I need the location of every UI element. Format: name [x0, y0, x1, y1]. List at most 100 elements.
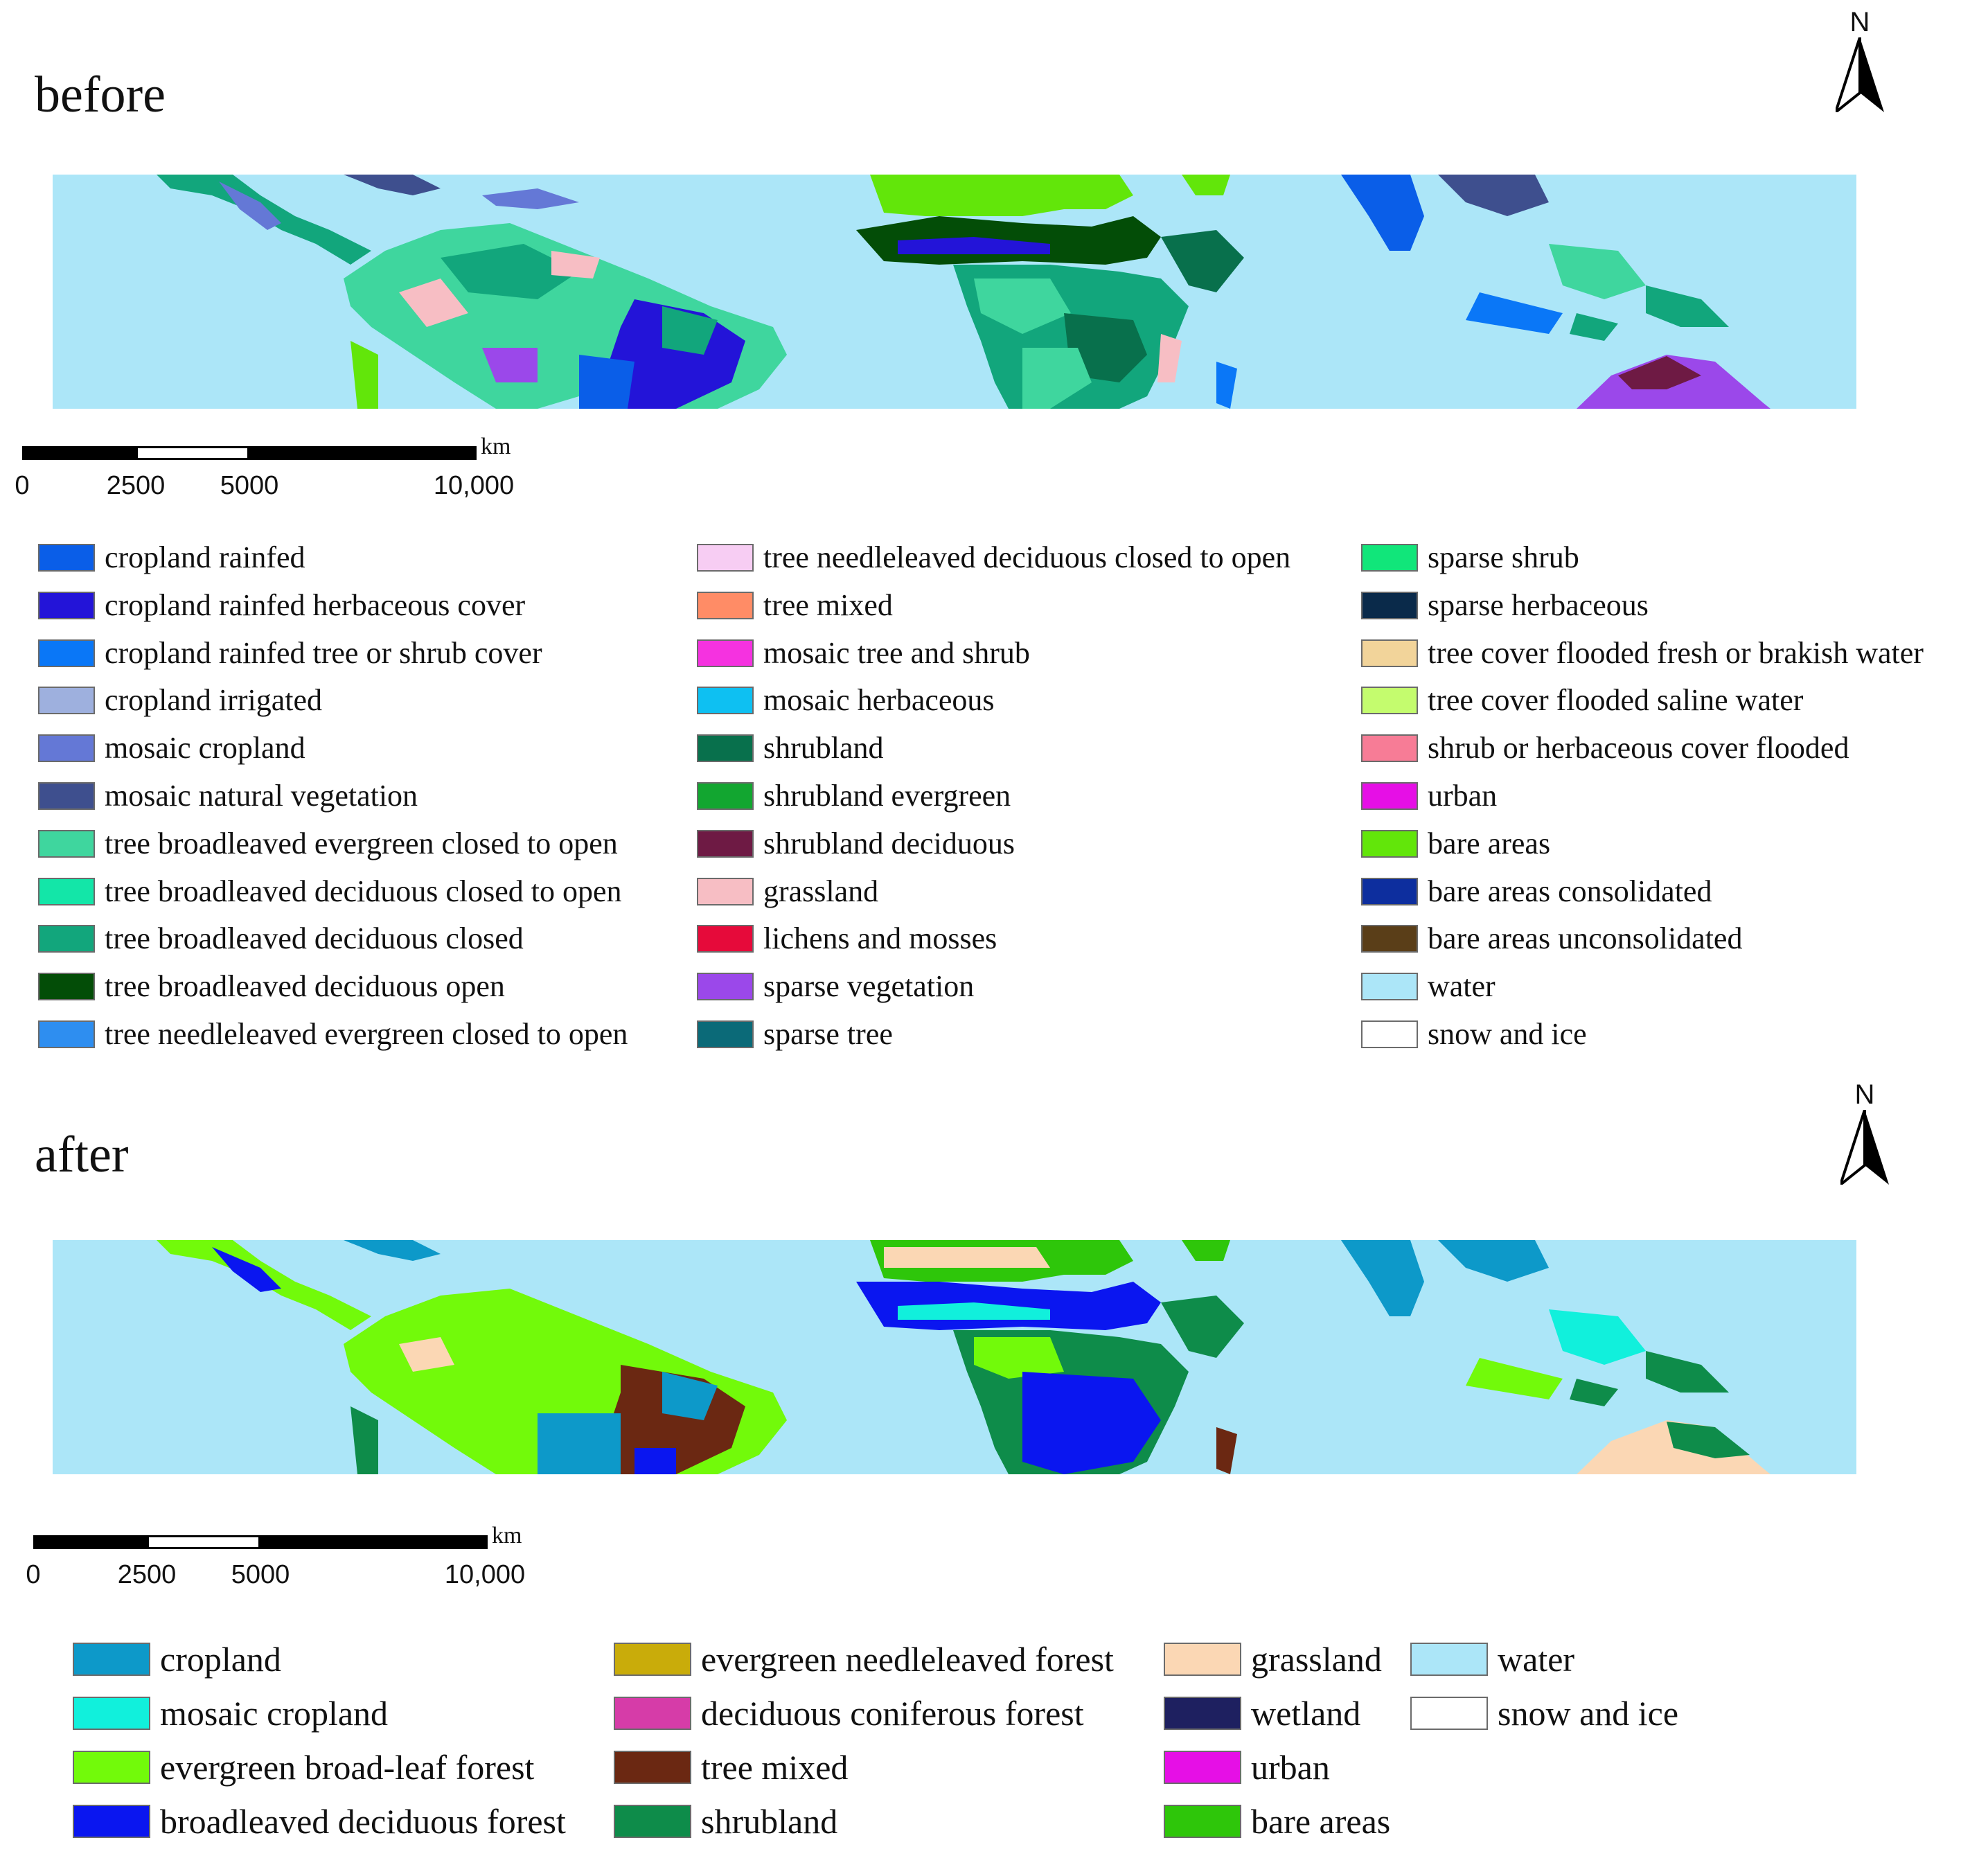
legend-label: tree cover flooded saline water	[1428, 683, 1804, 718]
legend-swatch	[1410, 1643, 1488, 1676]
legend-label: water	[1428, 969, 1496, 1004]
legend-item: mosaic cropland	[38, 731, 305, 766]
legend-swatch	[614, 1805, 691, 1838]
legend-swatch	[1410, 1697, 1488, 1730]
legend-label: mosaic cropland	[160, 1694, 389, 1733]
legend-swatch	[1361, 1020, 1418, 1048]
legend-item: sparse tree	[697, 1017, 893, 1052]
legend-swatch	[697, 544, 754, 572]
before-panel-title: before	[35, 67, 166, 123]
map-after	[53, 1240, 1856, 1474]
legend-swatch	[1164, 1805, 1241, 1838]
legend-label: sparse shrub	[1428, 540, 1579, 574]
scalebar-segment	[22, 446, 136, 460]
legend-swatch	[697, 1020, 754, 1048]
legend-label: cropland	[160, 1640, 281, 1679]
legend-swatch	[1361, 687, 1418, 715]
legend-swatch	[614, 1643, 691, 1676]
north-arrow-before: N	[1829, 8, 1891, 112]
legend-swatch	[697, 734, 754, 763]
legend-label: lichens and mosses	[763, 921, 997, 956]
after-panel-title: after	[35, 1126, 129, 1183]
legend-label: urban	[1428, 779, 1498, 813]
legend-item: shrubland evergreen	[697, 779, 1011, 813]
legend-swatch	[614, 1751, 691, 1784]
legend-item: cropland rainfed herbaceous cover	[38, 588, 525, 623]
scalebar-before: km 0 2500 5000 10,000	[15, 434, 521, 509]
scalebar-tick: 0	[15, 471, 30, 500]
legend-item: mosaic herbaceous	[697, 683, 995, 718]
legend-item: evergreen broad-leaf forest	[73, 1750, 534, 1785]
north-arrow-label: N	[1854, 1079, 1875, 1110]
legend-swatch	[697, 973, 754, 1001]
legend-swatch	[38, 544, 95, 572]
legend-label: evergreen needleleaved forest	[701, 1640, 1114, 1679]
legend-item: tree mixed	[697, 588, 893, 623]
legend-label: tree broadleaved deciduous closed to ope…	[105, 874, 622, 908]
legend-swatch	[38, 1020, 95, 1048]
legend-swatch	[38, 829, 95, 858]
legend-item: tree broadleaved deciduous open	[38, 969, 505, 1004]
legend-label: bare areas	[1428, 826, 1551, 860]
legend-item: shrub or herbaceous cover flooded	[1361, 731, 1849, 766]
legend-item: sparse herbaceous	[1361, 588, 1649, 623]
scalebar-unit: km	[481, 434, 511, 459]
legend-label: tree needleleaved deciduous closed to op…	[763, 540, 1291, 574]
legend-item: lichens and mosses	[697, 921, 997, 956]
legend-item: wetland	[1164, 1696, 1360, 1731]
legend-swatch	[697, 925, 754, 953]
legend-swatch	[1361, 829, 1418, 858]
scalebar-tick: 0	[26, 1560, 41, 1589]
legend-item: broadleaved deciduous forest	[73, 1804, 566, 1839]
legend-item: water	[1410, 1642, 1574, 1677]
legend-swatch	[1361, 591, 1418, 619]
legend-label: tree broadleaved deciduous closed	[105, 921, 524, 956]
scalebar-segment	[33, 1535, 147, 1549]
legend-item: snow and ice	[1410, 1696, 1678, 1731]
legend-swatch	[697, 829, 754, 858]
legend-label: sparse herbaceous	[1428, 587, 1649, 622]
legend-item: cropland rainfed	[38, 540, 305, 575]
legend-label: mosaic herbaceous	[763, 683, 995, 718]
legend-label: evergreen broad-leaf forest	[160, 1748, 535, 1787]
legend-swatch	[1361, 925, 1418, 953]
legend-swatch	[1164, 1697, 1241, 1730]
scalebar-segment	[249, 446, 477, 460]
legend-swatch	[697, 591, 754, 619]
legend-label: tree broadleaved evergreen closed to ope…	[105, 826, 618, 860]
legend-item: mosaic natural vegetation	[38, 779, 418, 813]
scalebar-after: km 0 2500 5000 10,000	[26, 1523, 532, 1598]
legend-swatch	[697, 877, 754, 905]
scalebar-tick: 10,000	[444, 1560, 526, 1589]
legend-item: bare areas unconsolidated	[1361, 921, 1742, 956]
legend-item: sparse shrub	[1361, 540, 1579, 575]
legend-label: shrubland	[701, 1802, 838, 1841]
legend-item: bare areas	[1361, 827, 1550, 861]
legend-item: cropland	[73, 1642, 281, 1677]
scalebar-tick: 2500	[106, 471, 166, 500]
legend-label: tree cover flooded fresh or brakish wate…	[1428, 635, 1924, 670]
legend-item: bare areas	[1164, 1804, 1390, 1839]
legend-item: shrubland deciduous	[697, 827, 1015, 861]
legend-item: evergreen needleleaved forest	[614, 1642, 1114, 1677]
scalebar-segment	[147, 1535, 260, 1549]
legend-label: tree needleleaved evergreen closed to op…	[105, 1017, 628, 1051]
legend-label: bare areas	[1251, 1802, 1391, 1841]
north-arrow-icon	[1840, 1110, 1889, 1185]
legend-swatch	[1361, 877, 1418, 905]
legend-item: tree needleleaved deciduous closed to op…	[697, 540, 1290, 575]
legend-item: shrubland	[697, 731, 884, 766]
legend-swatch	[73, 1697, 150, 1730]
legend-label: bare areas consolidated	[1428, 874, 1712, 908]
legend-item: tree cover flooded saline water	[1361, 683, 1803, 718]
legend-label: cropland rainfed herbaceous cover	[105, 587, 526, 622]
legend-item: snow and ice	[1361, 1017, 1587, 1052]
legend-item: tree broadleaved deciduous closed	[38, 921, 524, 956]
legend-item: deciduous coniferous forest	[614, 1696, 1084, 1731]
legend-swatch	[1361, 544, 1418, 572]
legend-label: cropland rainfed tree or shrub cover	[105, 635, 542, 670]
legend-label: grassland	[1251, 1640, 1382, 1679]
legend-swatch	[1361, 639, 1418, 667]
scalebar-segment	[136, 446, 249, 460]
legend-label: mosaic cropland	[105, 731, 305, 766]
